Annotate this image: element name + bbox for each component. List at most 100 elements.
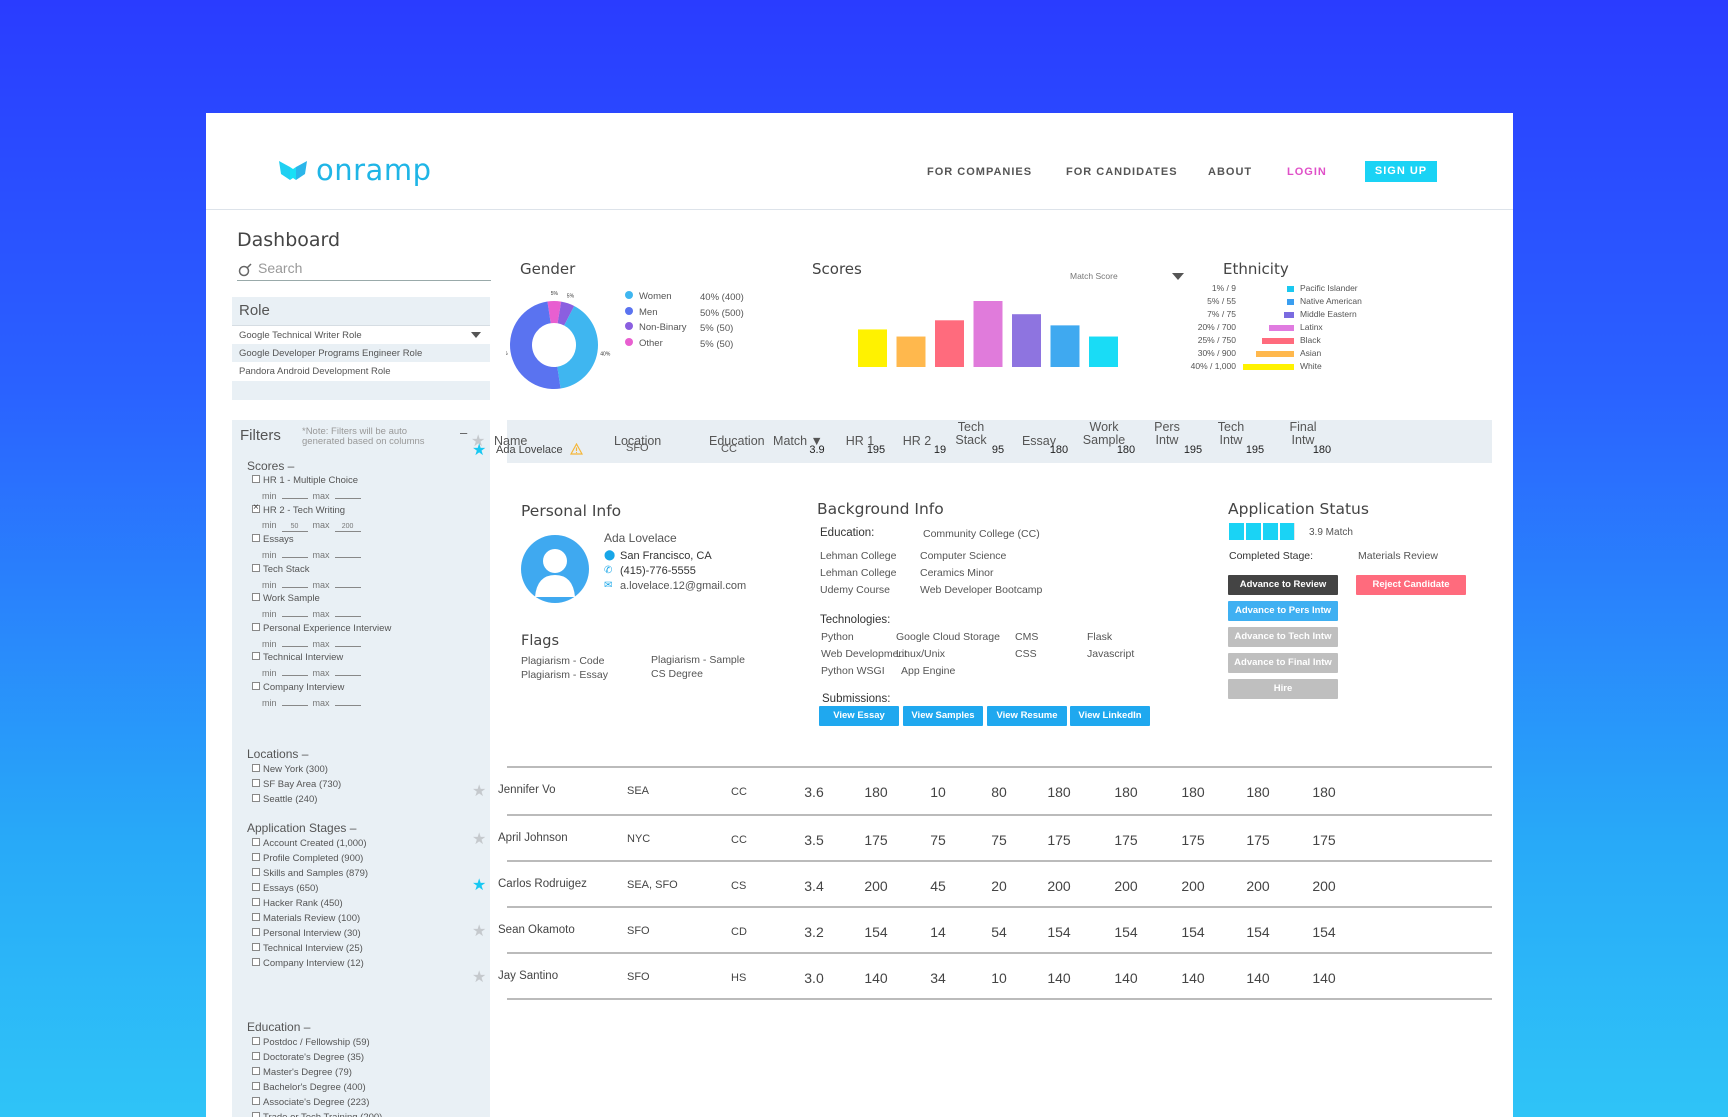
checkbox-icon[interactable] — [252, 1052, 260, 1060]
checkbox-icon[interactable] — [252, 898, 260, 906]
location-filter-item[interactable]: New York (300) — [252, 764, 328, 775]
stage-filter-item[interactable]: Hacker Rank (450) — [252, 898, 343, 909]
checkbox-icon[interactable] — [252, 838, 260, 846]
max-input[interactable] — [335, 608, 361, 617]
role-option[interactable]: Google Developer Programs Engineer Role — [239, 348, 422, 359]
star-icon[interactable]: ★ — [472, 781, 486, 801]
min-input[interactable]: 50 — [282, 523, 308, 532]
max-input[interactable] — [335, 667, 361, 676]
stage-filter-item[interactable]: Technical Interview (25) — [252, 943, 363, 954]
advance-to-tech-intw-button[interactable]: Advance to Tech Intw — [1228, 627, 1338, 647]
candidate-name[interactable]: April Johnson — [498, 832, 568, 844]
max-input[interactable] — [335, 549, 361, 558]
max-input[interactable] — [335, 638, 361, 647]
stage-filter-item[interactable]: Company Interview (12) — [252, 958, 364, 969]
checkbox-icon[interactable] — [252, 883, 260, 891]
star-icon[interactable]: ★ — [472, 875, 486, 895]
location-filter-item[interactable]: Seattle (240) — [252, 794, 317, 805]
candidate-name[interactable]: Ada Lovelace — [496, 444, 563, 456]
checkbox-icon[interactable] — [252, 1112, 260, 1117]
checkbox-icon[interactable] — [252, 958, 260, 966]
submission-view-resume-button[interactable]: View Resume — [987, 706, 1067, 726]
score-filter-checkbox[interactable]: Essays — [252, 534, 294, 545]
candidate-email[interactable]: a.lovelace.12@gmail.com — [620, 580, 746, 592]
score-filter-checkbox[interactable]: HR 1 - Multiple Choice — [252, 475, 358, 486]
min-input[interactable] — [282, 608, 308, 617]
min-input[interactable] — [282, 490, 308, 499]
candidate-name[interactable]: Sean Okamoto — [498, 924, 575, 936]
stage-filter-item[interactable]: Skills and Samples (879) — [252, 868, 368, 879]
star-icon[interactable]: ★ — [472, 921, 486, 941]
education-filter-item[interactable]: Associate's Degree (223) — [252, 1097, 369, 1108]
stage-filter-item[interactable]: Personal Interview (30) — [252, 928, 361, 939]
stage-filter-item[interactable]: Profile Completed (900) — [252, 853, 363, 864]
min-input[interactable] — [282, 697, 308, 706]
max-input[interactable] — [335, 579, 361, 588]
checkbox-icon[interactable] — [252, 779, 260, 787]
candidate-name[interactable]: Jay Santino — [498, 970, 558, 982]
location-filter-item[interactable]: SF Bay Area (730) — [252, 779, 341, 790]
max-input[interactable] — [335, 697, 361, 706]
checkbox-icon[interactable] — [252, 623, 260, 631]
search-bar[interactable]: Search — [237, 260, 491, 281]
education-filter-item[interactable]: Doctorate's Degree (35) — [252, 1052, 364, 1063]
reject-candidate-button[interactable]: Reject Candidate — [1356, 575, 1466, 595]
max-input[interactable]: 200 — [335, 523, 361, 532]
candidate-name[interactable]: Jennifer Vo — [498, 784, 556, 796]
checkbox-icon[interactable] — [252, 1082, 260, 1090]
checkbox-icon[interactable] — [252, 794, 260, 802]
checkbox-icon[interactable] — [252, 943, 260, 951]
scores-filter-title[interactable]: Scores – — [247, 459, 294, 473]
role-select[interactable]: Google Technical Writer Role — [232, 325, 490, 344]
min-input[interactable] — [282, 667, 308, 676]
education-filter-item[interactable]: Master's Degree (79) — [252, 1067, 352, 1078]
checkbox-icon[interactable] — [252, 913, 260, 921]
education-filter-item[interactable]: Postdoc / Fellowship (59) — [252, 1037, 370, 1048]
education-filter-item[interactable]: Bachelor's Degree (400) — [252, 1082, 366, 1093]
checkbox-icon[interactable] — [252, 652, 260, 660]
scores-metric-dropdown[interactable]: Match Score — [1070, 269, 1200, 283]
sign-up-button[interactable]: SIGN UP — [1365, 161, 1437, 182]
checkbox-icon[interactable] — [252, 764, 260, 772]
star-icon[interactable]: ★ — [472, 829, 486, 849]
submission-view-linkedin-button[interactable]: View LinkedIn — [1070, 706, 1150, 726]
score-filter-checkbox[interactable]: Company Interview — [252, 682, 344, 693]
score-filter-checkbox[interactable]: HR 2 - Tech Writing — [252, 505, 345, 516]
checkbox-icon[interactable] — [252, 564, 260, 572]
nav-about[interactable]: ABOUT — [1208, 166, 1252, 178]
min-input[interactable] — [282, 579, 308, 588]
min-input[interactable] — [282, 549, 308, 558]
education-filter-item[interactable]: Trade or Tech Training (200) — [252, 1112, 382, 1117]
stage-filter-item[interactable]: Essays (650) — [252, 883, 318, 894]
max-input[interactable] — [335, 490, 361, 499]
checkbox-icon[interactable] — [252, 593, 260, 601]
score-filter-checkbox[interactable]: Technical Interview — [252, 652, 343, 663]
score-filter-checkbox[interactable]: Tech Stack — [252, 564, 309, 575]
checkbox-icon[interactable] — [252, 1097, 260, 1105]
checkbox-icon[interactable] — [252, 1037, 260, 1045]
nav-login[interactable]: LOGIN — [1287, 166, 1327, 178]
role-option[interactable]: Pandora Android Development Role — [239, 366, 391, 377]
checkbox-icon[interactable] — [252, 534, 260, 542]
checkbox-icon[interactable] — [252, 868, 260, 876]
education-filter-title[interactable]: Education – — [247, 1020, 310, 1034]
nav-for-companies[interactable]: FOR COMPANIES — [927, 166, 1032, 178]
score-filter-checkbox[interactable]: Work Sample — [252, 593, 320, 604]
checkbox-icon[interactable] — [252, 1067, 260, 1075]
min-input[interactable] — [282, 638, 308, 647]
checkbox-icon[interactable] — [252, 682, 260, 690]
checkbox-icon[interactable] — [252, 853, 260, 861]
score-filter-checkbox[interactable]: Personal Experience Interview — [252, 623, 391, 634]
advance-to-pers-intw-button[interactable]: Advance to Pers Intw — [1228, 601, 1338, 621]
submission-view-samples-button[interactable]: View Samples — [903, 706, 983, 726]
stages-filter-title[interactable]: Application Stages – — [247, 821, 356, 835]
checkbox-icon[interactable] — [252, 475, 260, 483]
advance-to-review-button[interactable]: Advance to Review — [1228, 575, 1338, 595]
stage-filter-item[interactable]: Materials Review (100) — [252, 913, 360, 924]
nav-for-candidates[interactable]: FOR CANDIDATES — [1066, 166, 1178, 178]
brand-logo[interactable]: onramp — [278, 153, 431, 187]
checkbox-icon[interactable] — [252, 928, 260, 936]
star-icon[interactable]: ★ — [472, 967, 486, 987]
star-icon[interactable]: ★ — [472, 440, 486, 460]
advance-to-final-intw-button[interactable]: Advance to Final Intw — [1228, 653, 1338, 673]
